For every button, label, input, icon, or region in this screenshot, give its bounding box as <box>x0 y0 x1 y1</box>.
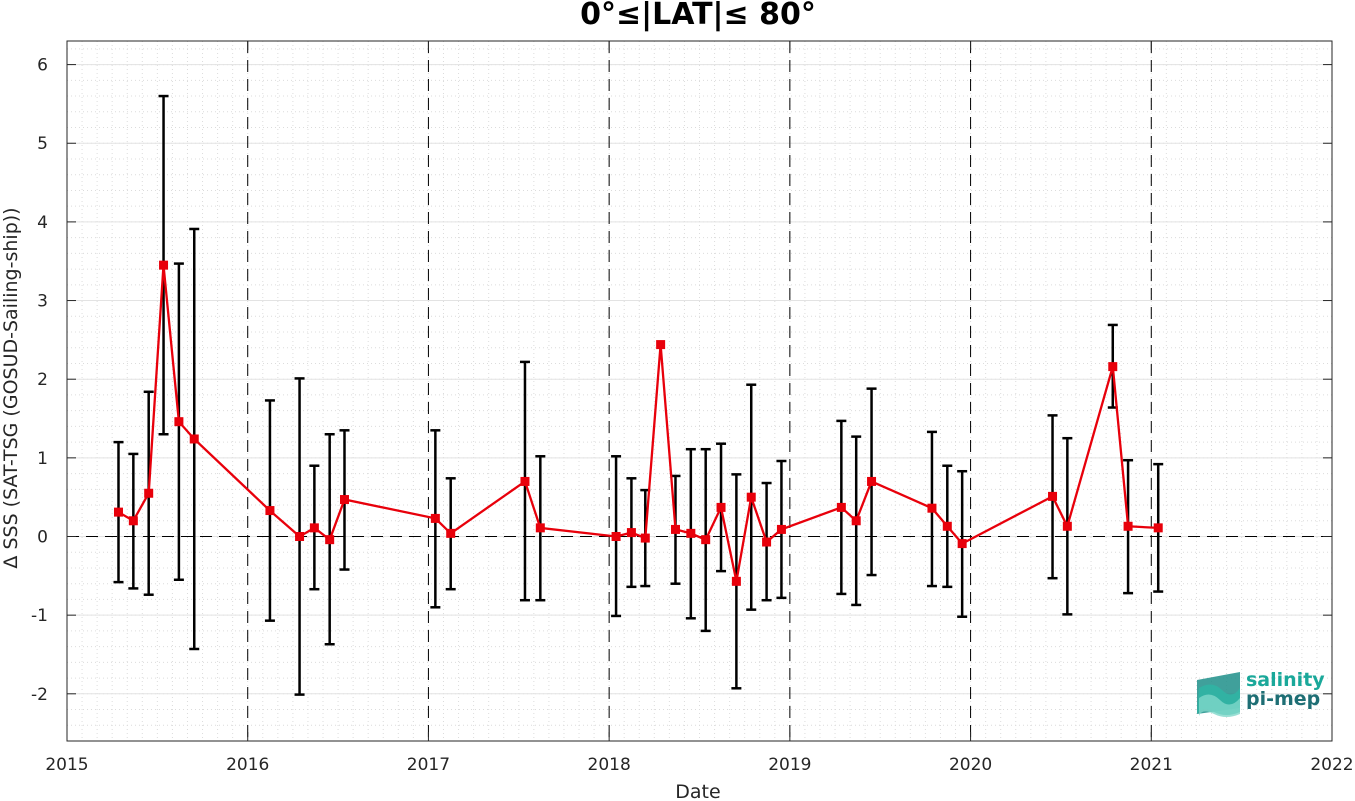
y-tick-label: -2 <box>31 685 48 705</box>
x-axis-title: Date <box>675 781 720 801</box>
data-point-marker <box>1048 491 1058 501</box>
data-point-marker <box>189 434 199 444</box>
chart-title: 0°≤|LAT|≤ 80° <box>580 0 816 32</box>
x-tick-label: 2015 <box>45 755 88 775</box>
data-point-marker <box>957 539 967 549</box>
logo-text-salinity: salinity <box>1246 669 1325 691</box>
salinity-pi-mep-logo: salinity pi-mep <box>1197 669 1325 717</box>
y-tick-label: 3 <box>37 292 48 312</box>
data-point-marker <box>265 506 275 516</box>
x-tick-labels: 2015 2016 2017 2018 2019 2020 2021 2022 <box>45 755 1353 775</box>
y-tick-label: 5 <box>37 134 48 154</box>
data-point-marker <box>430 513 440 523</box>
y-tick-label: 2 <box>37 370 48 390</box>
data-point-marker <box>309 523 319 533</box>
data-point-marker <box>113 507 123 517</box>
data-point-marker <box>128 516 138 526</box>
minor-grid <box>66 41 1333 742</box>
data-point-marker <box>1123 521 1133 531</box>
y-axis-title: Δ SSS (SAT-TSG (GOSUD-Sailing-ship)) <box>0 207 22 568</box>
data-point-marker <box>762 537 772 547</box>
x-tick-label: 2020 <box>949 755 992 775</box>
data-point-marker <box>776 524 786 534</box>
data-point-marker <box>686 528 696 538</box>
data-point-marker <box>1062 521 1072 531</box>
y-tick-label: 0 <box>37 528 48 548</box>
data-point-marker <box>656 340 666 350</box>
x-tick-label: 2021 <box>1130 755 1173 775</box>
data-point-marker <box>927 503 937 513</box>
data-point-marker <box>746 492 756 502</box>
data-point-marker <box>295 532 305 542</box>
data-point-marker <box>716 502 726 512</box>
data-point-marker <box>144 488 154 498</box>
data-point-marker <box>159 260 169 270</box>
data-point-marker <box>701 535 711 545</box>
axis-ticks <box>66 41 1333 741</box>
error-bars <box>113 94 1164 696</box>
data-point-marker <box>1108 362 1118 372</box>
data-point-marker <box>942 521 952 531</box>
series-markers <box>113 260 1163 586</box>
y-tick-label: 1 <box>37 449 48 469</box>
plot-area-frame <box>66 40 1333 742</box>
x-tick-label: 2017 <box>407 755 450 775</box>
data-point-marker <box>851 516 861 526</box>
x-tick-label: 2019 <box>768 755 811 775</box>
series-line <box>117 265 1159 582</box>
wave-logo-icon <box>1197 672 1240 717</box>
data-point-marker <box>535 523 545 533</box>
y-tick-label: -1 <box>31 606 48 626</box>
x-tick-label: 2022 <box>1310 755 1353 775</box>
data-point-marker <box>611 532 621 542</box>
y-tick-label: 4 <box>37 213 48 233</box>
data-point-marker <box>446 528 456 538</box>
data-point-marker <box>836 502 846 512</box>
data-point-marker <box>520 476 530 486</box>
x-tick-label: 2016 <box>226 755 269 775</box>
data-point-marker <box>867 476 877 486</box>
data-point-marker <box>339 495 349 505</box>
data-point-marker <box>626 528 636 538</box>
data-point-marker <box>640 533 650 543</box>
data-point-marker <box>174 417 184 427</box>
y-tick-labels: -2 -1 0 1 2 3 4 5 6 <box>31 56 48 705</box>
year-separator-lines <box>247 41 1152 741</box>
y-tick-label: 6 <box>37 56 48 76</box>
data-point-marker <box>325 535 335 545</box>
x-tick-label: 2018 <box>588 755 631 775</box>
data-point-marker <box>1153 523 1163 533</box>
logo-text-pi-mep: pi-mep <box>1246 688 1320 710</box>
data-point-marker <box>670 524 680 534</box>
data-point-marker <box>731 576 741 586</box>
